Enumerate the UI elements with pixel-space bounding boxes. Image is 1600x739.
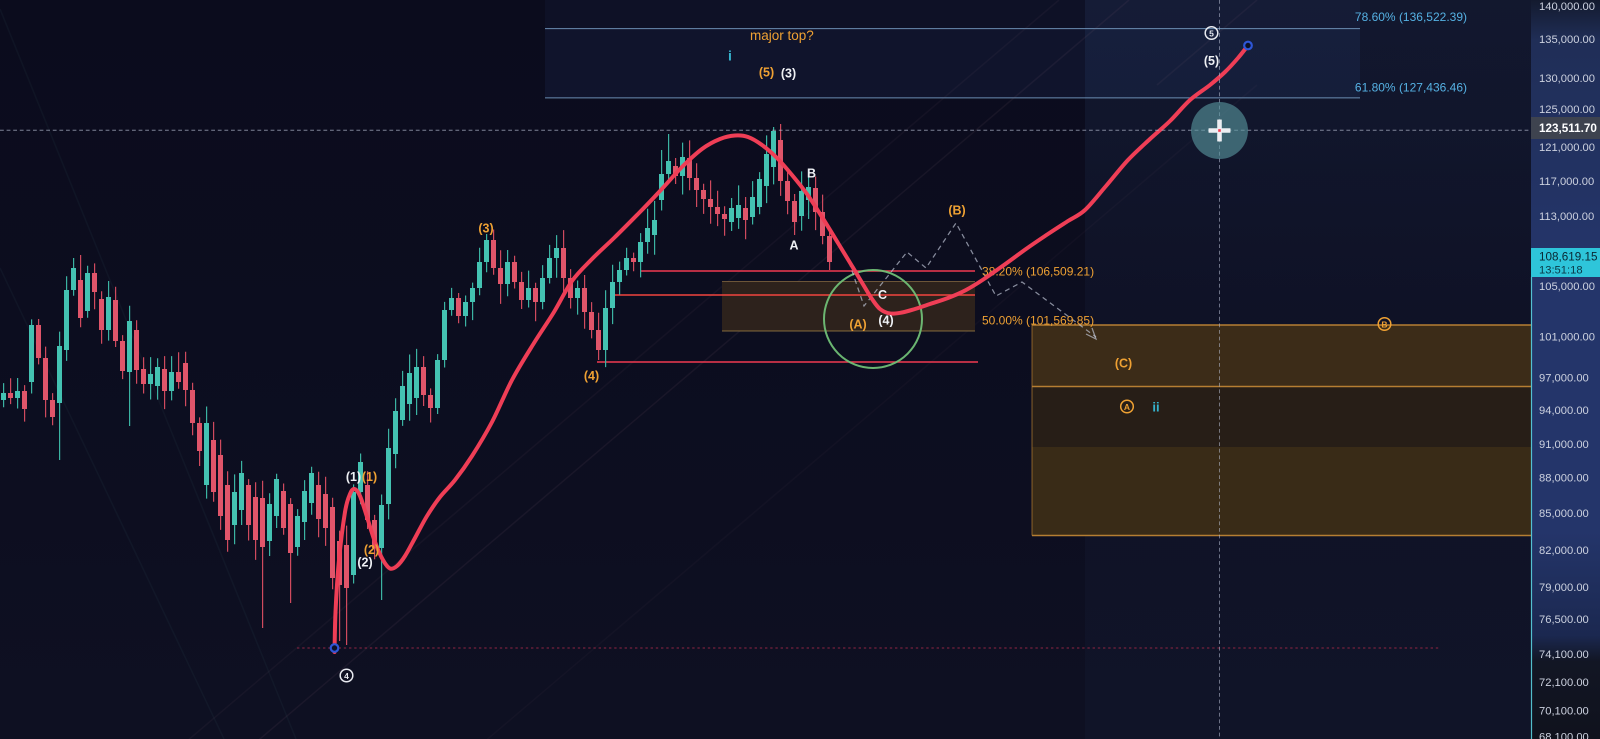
svg-text:38.20% (106,509.21): 38.20% (106,509.21) [982,265,1094,279]
svg-text:(5): (5) [759,66,774,80]
svg-text:91,000.00: 91,000.00 [1539,439,1589,451]
svg-text:79,000.00: 79,000.00 [1539,582,1589,594]
svg-text:major top?: major top? [750,28,814,43]
svg-text:ii: ii [1152,400,1159,415]
svg-text:(2): (2) [357,556,372,570]
svg-text:A: A [789,239,798,253]
svg-text:74,100.00: 74,100.00 [1539,649,1589,661]
svg-text:5: 5 [1209,28,1214,38]
svg-text:85,000.00: 85,000.00 [1539,508,1589,520]
svg-text:76,500.00: 76,500.00 [1539,614,1589,626]
svg-text:68,100.00: 68,100.00 [1539,732,1589,739]
svg-text:97,000.00: 97,000.00 [1539,373,1589,385]
svg-text:(B): (B) [948,204,965,218]
svg-text:117,000.00: 117,000.00 [1539,176,1594,188]
svg-text:113,000.00: 113,000.00 [1539,211,1594,223]
svg-text:108,619.15: 108,619.15 [1539,251,1598,264]
svg-text:50.00% (101,569.85): 50.00% (101,569.85) [982,314,1094,328]
svg-text:B: B [1381,319,1387,329]
svg-text:140,000.00: 140,000.00 [1539,1,1595,13]
svg-text:(3): (3) [478,222,493,236]
svg-text:i: i [728,48,732,64]
svg-text:B: B [807,167,816,181]
svg-text:130,000.00: 130,000.00 [1539,73,1595,85]
svg-text:(1): (1) [346,470,361,484]
svg-text:82,000.00: 82,000.00 [1539,545,1589,557]
svg-text:4: 4 [344,671,349,681]
svg-text:(5): (5) [1204,54,1219,68]
svg-text:121,000.00: 121,000.00 [1539,142,1595,154]
svg-text:(1): (1) [362,470,377,484]
svg-text:(4): (4) [878,314,893,328]
svg-text:72,100.00: 72,100.00 [1539,677,1589,689]
svg-text:61.80% (127,436.46): 61.80% (127,436.46) [1355,81,1467,95]
svg-text:(4): (4) [584,369,599,383]
svg-text:105,000.00: 105,000.00 [1539,281,1595,293]
svg-text:A: A [1124,402,1130,412]
svg-text:123,511.70: 123,511.70 [1539,122,1597,135]
svg-text:70,100.00: 70,100.00 [1539,706,1589,718]
svg-text:125,000.00: 125,000.00 [1539,104,1595,116]
svg-text:78.60% (136,522.39): 78.60% (136,522.39) [1355,10,1467,24]
svg-text:101,000.00: 101,000.00 [1539,332,1595,344]
svg-text:94,000.00: 94,000.00 [1539,405,1589,417]
svg-text:(2): (2) [364,543,379,557]
svg-text:C: C [878,288,887,302]
svg-text:(C): (C) [1115,357,1132,371]
svg-text:(3): (3) [781,67,796,81]
svg-text:(A): (A) [849,318,866,332]
svg-text:88,000.00: 88,000.00 [1539,473,1589,485]
svg-text:13:51:18: 13:51:18 [1539,265,1583,277]
svg-text:135,000.00: 135,000.00 [1539,34,1595,46]
